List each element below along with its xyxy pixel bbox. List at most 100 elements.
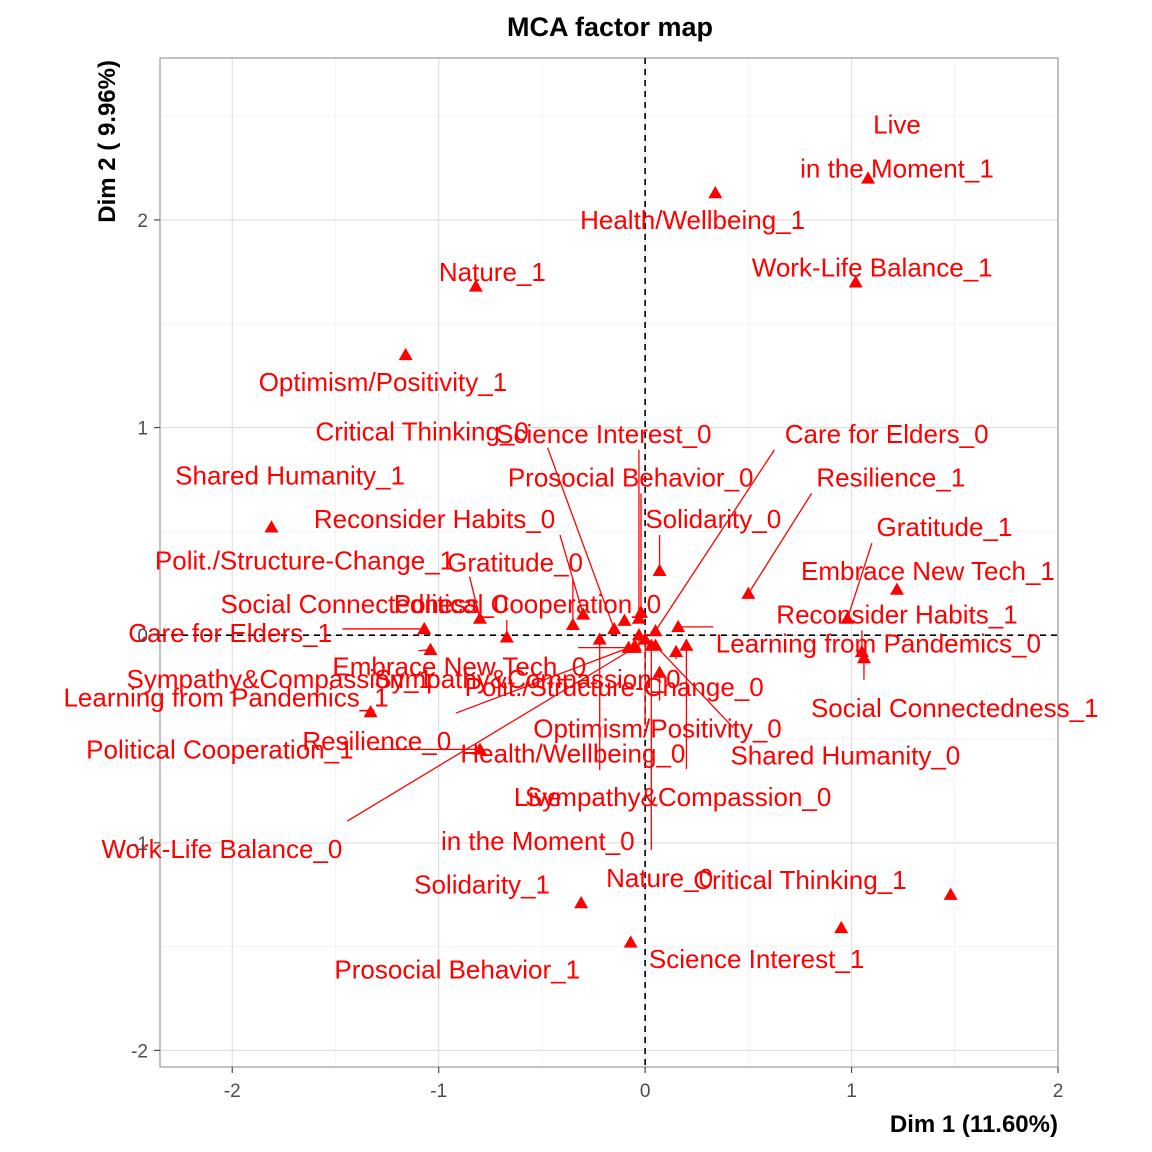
y-axis-title: Dim 2 ( 9.96%) <box>94 60 121 223</box>
point-marker <box>592 632 607 645</box>
point-marker <box>363 704 378 718</box>
point-label: Polit./Structure-Change_1 <box>155 545 454 575</box>
point-label: Sympathy&Compassion_1 <box>127 664 433 694</box>
point-label: Care for Elders_0 <box>785 419 989 449</box>
leader-line <box>455 644 636 714</box>
y-tick-label: -1 <box>131 834 148 855</box>
point-label: Care for Elders_1 <box>128 618 332 648</box>
leader-line <box>846 543 873 619</box>
point-marker <box>652 665 667 678</box>
point-marker <box>472 611 487 624</box>
point-label: Learning from Pandemics_0 <box>716 628 1041 658</box>
y-tick-label: 0 <box>137 626 148 647</box>
point-marker <box>576 607 591 620</box>
point-label: Prosocial Behavior_1 <box>334 954 580 984</box>
point-marker <box>708 185 723 199</box>
point-marker <box>648 624 663 637</box>
leader-line <box>346 647 636 822</box>
point-label: Political Cooperation_0 <box>394 589 661 619</box>
point-marker <box>499 630 514 643</box>
point-marker <box>669 644 684 658</box>
point-label: Work-Life Balance_0 <box>101 834 342 864</box>
chart-title: MCA factor map <box>507 12 713 42</box>
point-marker <box>679 638 694 651</box>
point-label: Social Connectedness_0 <box>221 589 509 619</box>
point-label: Optimism/Positivity_0 <box>533 714 782 744</box>
point-label: Nature_1 <box>439 257 546 287</box>
plot-panel: Live in the Moment_1 Health/Wellbeing_1 Nat… <box>63 57 1099 1068</box>
point-marker <box>607 621 622 635</box>
point-marker <box>623 935 638 948</box>
point-marker <box>644 638 659 651</box>
point-marker <box>627 640 642 653</box>
point-label: Resilience_1 <box>816 462 965 492</box>
point-marker <box>574 895 589 909</box>
x-tick-label: 1 <box>846 1081 857 1102</box>
point-label: Prosocial Behavior_0 <box>508 462 754 492</box>
point-label: Health/Wellbeing_1 <box>580 205 805 235</box>
point-label: Sympathy&Compassion_0 <box>374 664 680 694</box>
leader-line <box>654 645 734 729</box>
point-label: Social Connectedness_1 <box>811 693 1099 723</box>
point-label: Science Interest_0 <box>496 419 711 449</box>
point-label: Solidarity_0 <box>645 504 781 534</box>
point-marker <box>856 651 871 664</box>
point-marker <box>472 742 487 755</box>
point-label: Optimism/Positivity_1 <box>259 367 508 397</box>
y-tick-label: 1 <box>137 419 148 440</box>
point-label: Live in the Moment_1 <box>800 109 994 183</box>
point-marker <box>617 613 632 626</box>
point-marker <box>840 611 855 624</box>
point-label: Embrace New Tech_0 <box>332 651 586 681</box>
point-label: Solidarity_1 <box>414 869 550 899</box>
point-marker <box>741 586 756 599</box>
point-label: Embrace New Tech_1 <box>801 556 1055 586</box>
point-marker <box>848 275 863 288</box>
point-marker <box>264 520 279 533</box>
point-label: Gratitude_0 <box>447 548 583 578</box>
point-marker <box>889 582 904 595</box>
point-label: Political Cooperation_1 <box>86 734 353 764</box>
point-label: Sympathy&Compassion_0 <box>525 782 831 812</box>
leader-line <box>559 534 584 615</box>
point-marker <box>671 619 686 633</box>
point-marker <box>417 621 432 635</box>
point-marker <box>652 563 667 577</box>
y-tick-label: -2 <box>131 1041 148 1062</box>
panel-border <box>159 57 1059 1068</box>
leader-line <box>468 576 481 619</box>
leader-line <box>546 447 615 630</box>
point-marker <box>565 617 580 631</box>
point-marker <box>631 611 646 624</box>
point-marker <box>638 632 653 645</box>
point-label: Reconsider Habits_0 <box>314 504 555 534</box>
point-label: Critical Thinking_0 <box>315 417 528 447</box>
point-label: Live in the Moment_0 <box>441 782 635 856</box>
point-label: Shared Humanity_1 <box>175 460 405 490</box>
point-marker <box>943 887 958 900</box>
x-tick-label: -1 <box>430 1081 447 1102</box>
point-marker <box>423 642 438 655</box>
point-marker <box>398 347 413 361</box>
y-tick-label: 2 <box>137 211 148 232</box>
x-tick-label: -2 <box>224 1081 241 1102</box>
point-marker <box>834 920 849 934</box>
x-tick-label: 2 <box>1053 1081 1064 1102</box>
leader-line <box>654 449 776 632</box>
x-axis-title: Dim 1 (11.60%) <box>890 1111 1058 1138</box>
leader-line <box>747 493 813 594</box>
point-label: Work-Life Balance_1 <box>752 253 993 283</box>
point-label: Polit./Structure-Change_0 <box>465 672 764 702</box>
point-label: Science Interest_1 <box>649 944 864 974</box>
point-label: Critical Thinking_1 <box>693 865 906 895</box>
point-marker <box>861 171 876 184</box>
x-tick-label: 0 <box>640 1081 651 1102</box>
point-marker <box>468 279 483 292</box>
point-label: Resilience_0 <box>302 726 451 756</box>
point-label: Gratitude_1 <box>877 512 1013 542</box>
point-label: Learning from Pandemics_1 <box>63 682 388 712</box>
point-label: Health/Wellbeing_0 <box>460 739 685 769</box>
point-label: Shared Humanity_0 <box>730 741 960 771</box>
point-label: Nature_0 <box>606 863 713 893</box>
